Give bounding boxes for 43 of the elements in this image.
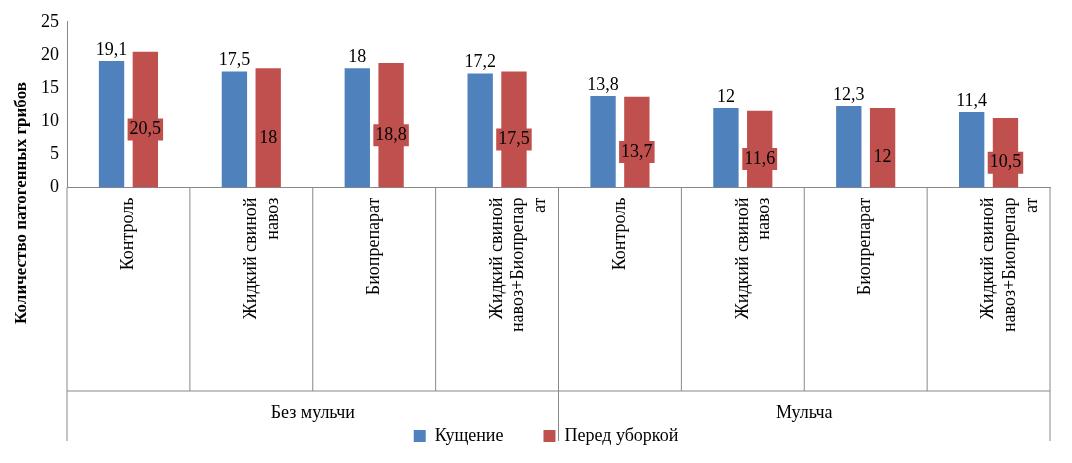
legend-label: Кущение (434, 424, 504, 445)
x-tick-label: Контроль (608, 197, 629, 271)
text: Мульча (775, 401, 833, 422)
y-tick-label: 5 (50, 143, 59, 164)
bar (344, 68, 370, 188)
y-tick-label: 15 (41, 76, 59, 97)
bar (467, 73, 493, 188)
bar (713, 107, 739, 188)
data-label: 12 (716, 85, 735, 106)
data-label: 13,7 (621, 140, 653, 161)
data-label: 11,6 (744, 147, 776, 168)
bar (959, 111, 985, 188)
x-tick-label: Контроль (117, 197, 138, 271)
data-label: 17,2 (464, 51, 496, 72)
data-label: 13,8 (587, 73, 619, 94)
y-axis-title: Количество патогенных грибов (11, 82, 31, 324)
y-tick-label: 20 (41, 43, 59, 64)
y-tick-label: 10 (41, 109, 59, 130)
data-label: 18 (348, 45, 367, 66)
data-label: 12 (873, 146, 892, 167)
x-tick-label: Жидкий свиной навоз (731, 197, 774, 320)
data-label: 12,3 (833, 83, 865, 104)
bar (590, 96, 616, 188)
x-tick-label: Жидкий свиной навоз (240, 197, 282, 320)
x-tick-label: Жидкий свиной навоз+Биопрепарат (485, 197, 549, 333)
data-label: 11,4 (956, 89, 988, 110)
x-tick-label: Биопрепарат (362, 197, 383, 296)
bar (221, 71, 248, 188)
data-label: 18 (259, 126, 278, 147)
legend-label: Перед уборкой (564, 424, 679, 445)
y-tick-label: 0 (50, 176, 59, 197)
data-label: 20,5 (129, 118, 162, 139)
bar (836, 105, 862, 188)
bar (98, 60, 125, 188)
x-tick-label: Жидкий свиной навоз+Биопрепарат (977, 197, 1041, 333)
y-tick-label: 25 (41, 10, 59, 31)
data-label: 18,8 (375, 123, 407, 144)
text: Без мульчи (270, 401, 356, 422)
data-label: 19,1 (95, 38, 128, 59)
data-label: 10,5 (989, 151, 1022, 172)
x-tick-label: Биопрепарат (854, 197, 875, 296)
data-label: 17,5 (498, 128, 530, 149)
data-label: 17,5 (218, 49, 251, 70)
